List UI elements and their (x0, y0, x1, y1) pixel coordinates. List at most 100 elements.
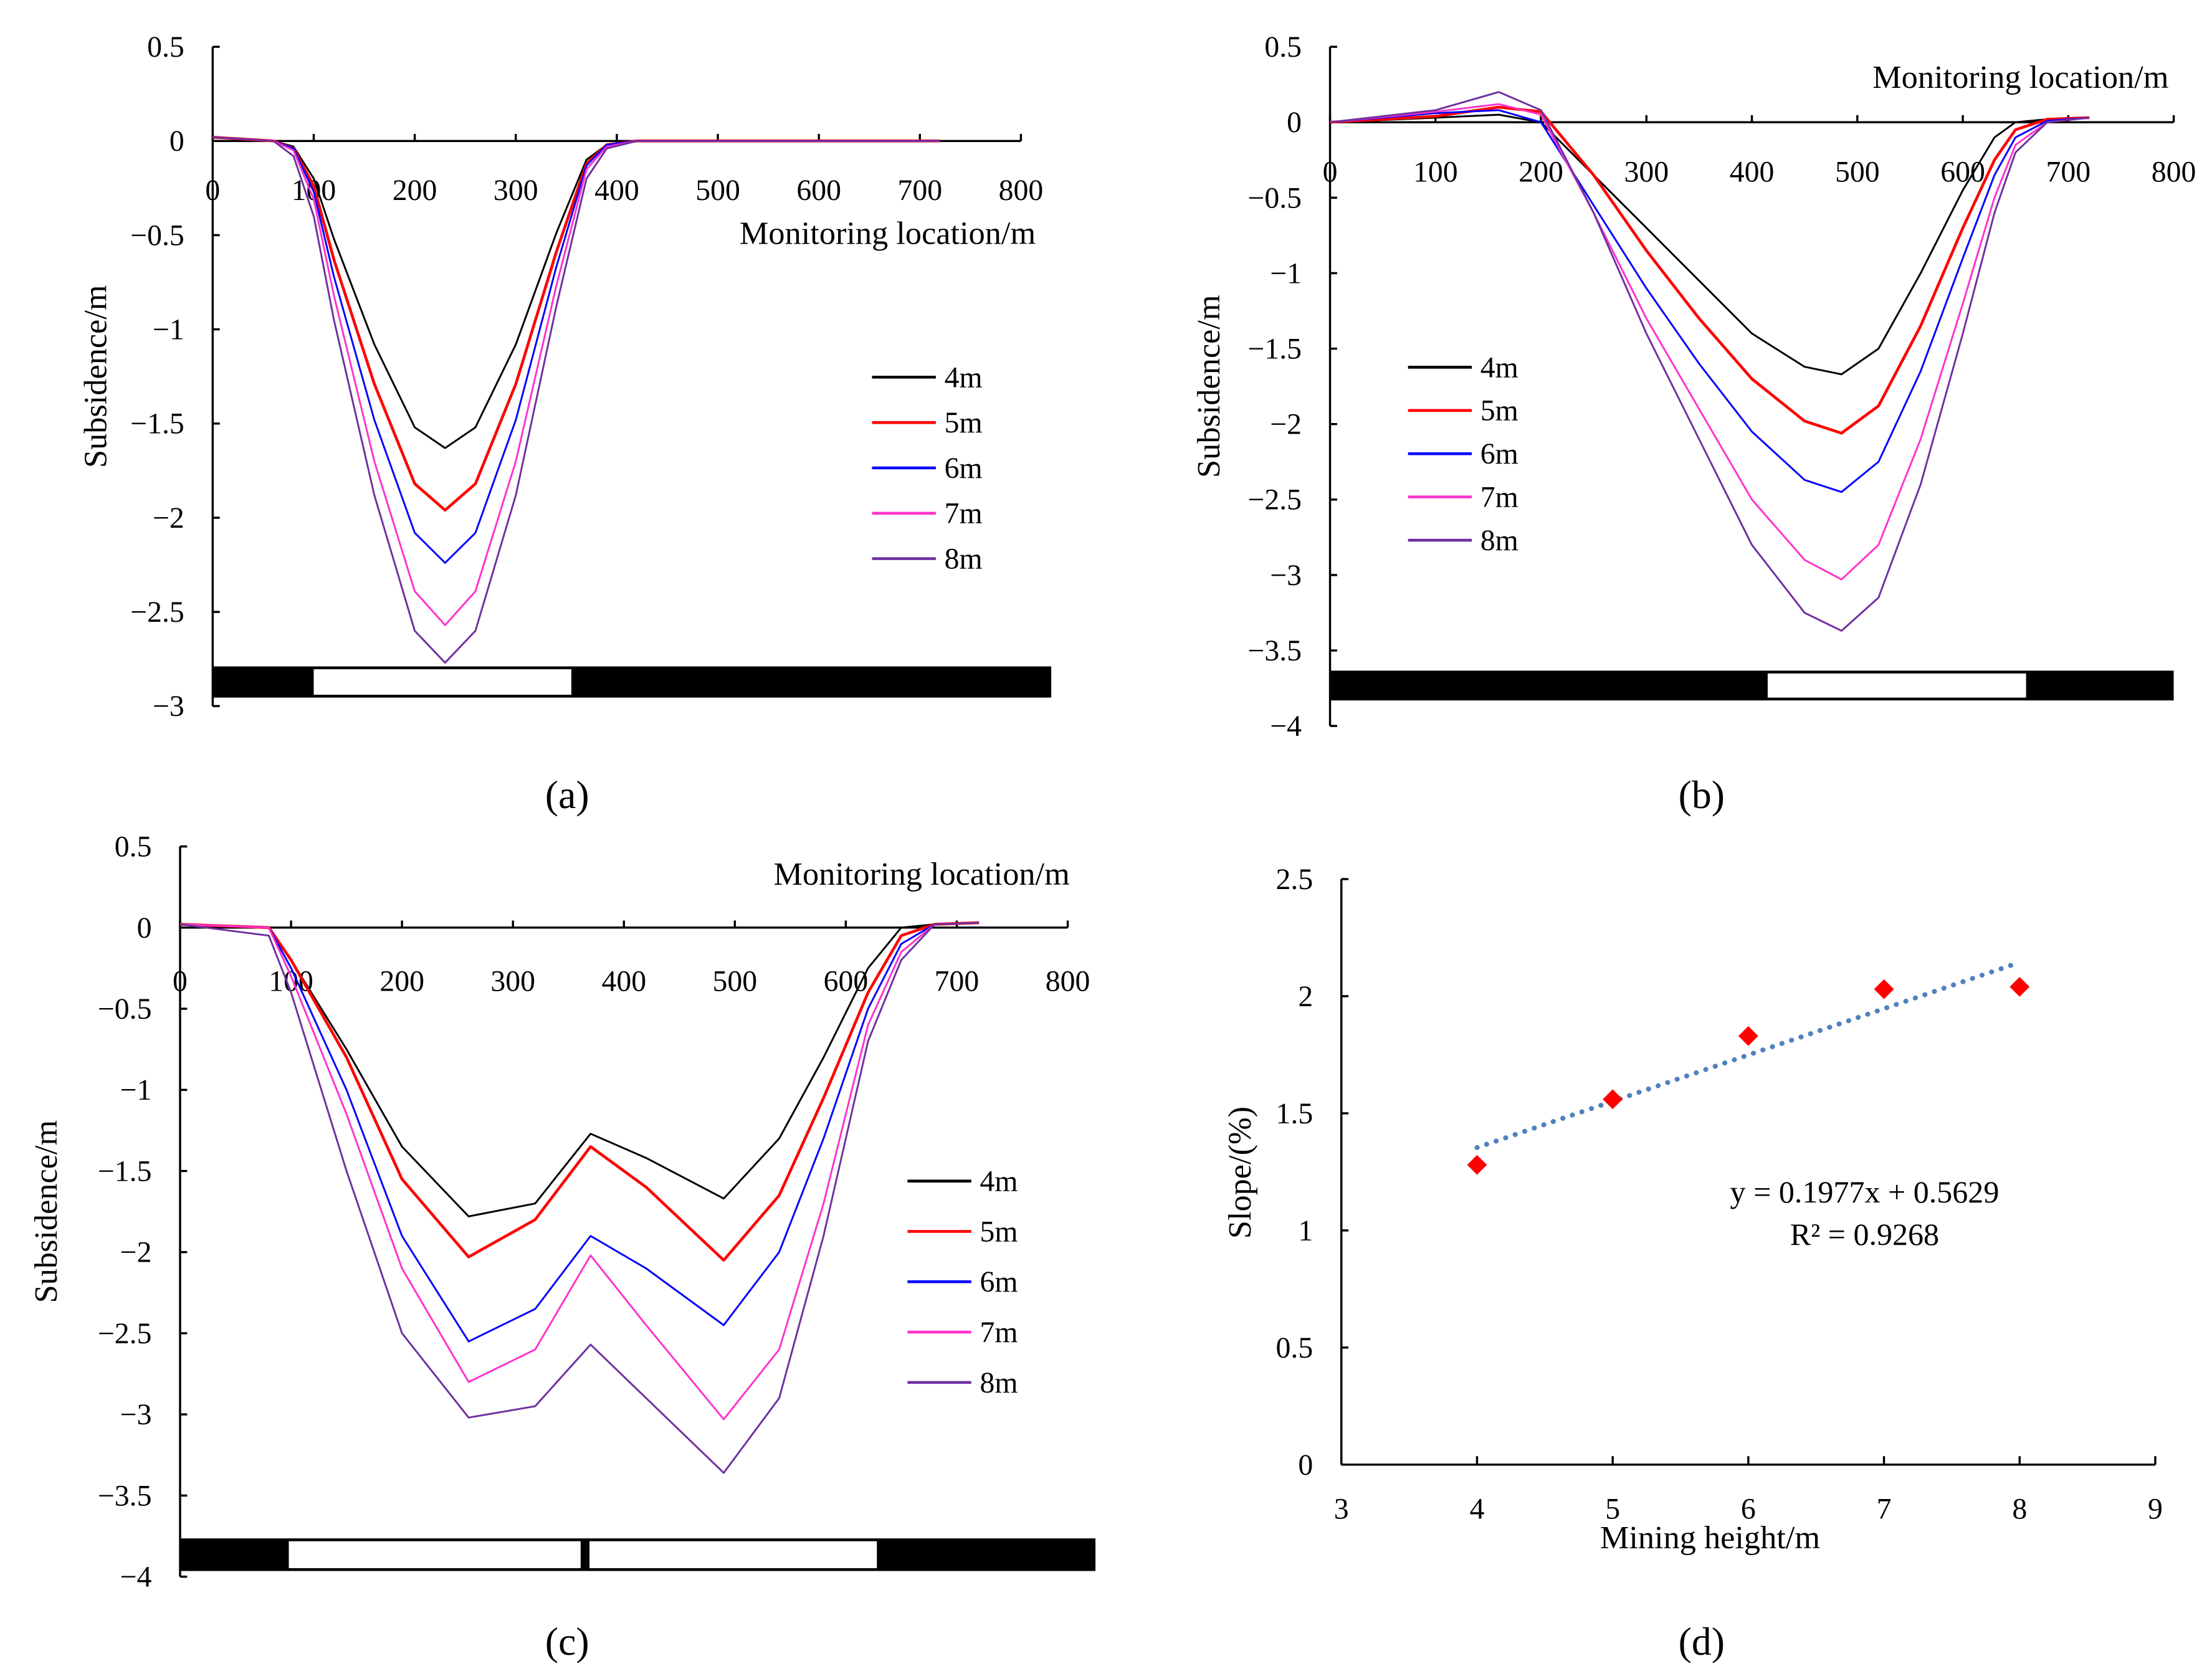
x-tick-label: 8 (2012, 1492, 2027, 1525)
y-tick-label: −2.5 (98, 1317, 152, 1350)
x-axis-label: Monitoring location/m (1872, 59, 2168, 95)
series-line-7m (179, 921, 980, 1421)
y-tick-label: 2.5 (1276, 863, 1313, 896)
x-axis-label: Mining height/m (1600, 1520, 1820, 1556)
y-tick-label: 0.5 (1264, 31, 1302, 64)
y-tick-label: −1 (153, 313, 184, 346)
coal-seam-strip (1330, 670, 2174, 701)
x-tick-label: 9 (2148, 1492, 2163, 1525)
y-tick-label: −1 (1270, 257, 1302, 290)
y-tick-label: 0.5 (1276, 1331, 1313, 1364)
legend-label-5m: 5m (980, 1215, 1018, 1248)
x-tick-label: 300 (493, 174, 538, 207)
legend-label-4m: 4m (945, 361, 983, 394)
legend-label-8m: 8m (980, 1366, 1018, 1399)
mined-panel-zone (313, 669, 571, 695)
trendline-equation: y = 0.1977x + 0.5629 (1730, 1174, 2000, 1209)
y-tick-label: 1.5 (1276, 1097, 1313, 1130)
x-tick-label: 500 (1835, 155, 1880, 188)
y-tick-label: −4 (120, 1561, 152, 1594)
y-axis-label: Subsidence/m (78, 285, 114, 468)
x-tick-label: 200 (1518, 155, 1563, 188)
series-line-7m (1330, 103, 2090, 581)
legend-label-8m: 8m (945, 543, 983, 576)
panel-c-subsidence-chart: 0.50−0.5−1−1.5−2−2.5−3−3.5−40 100 200 300 40… (28, 831, 1096, 1594)
x-tick-label: 500 (695, 174, 740, 207)
panel-label-c: (c) (545, 1619, 589, 1664)
y-tick-label: −2 (1270, 408, 1302, 441)
x-tick-label: 200 (379, 965, 424, 998)
series-line-4m (179, 921, 980, 1217)
x-axis-label: Monitoring location/m (740, 215, 1036, 251)
legend-label-7m: 7m (945, 497, 983, 530)
x-axis-label: Monitoring location/m (774, 856, 1070, 892)
mined-panel-zone (1767, 673, 2026, 698)
legend-label-5m: 5m (945, 406, 983, 439)
legend-label-7m: 7m (1480, 481, 1518, 514)
y-tick-label: −1.5 (98, 1154, 152, 1188)
x-tick-label: 7 (1877, 1492, 1892, 1525)
y-tick-label: −4 (1270, 710, 1302, 743)
y-tick-label: −2.5 (130, 596, 184, 629)
x-tick-label: 800 (999, 174, 1044, 207)
x-tick-label: 400 (601, 965, 646, 998)
series-line-8m (1330, 91, 2090, 632)
trendline (1474, 962, 2016, 1150)
x-tick-label: 800 (1046, 965, 1090, 998)
x-tick-label: 6 (1741, 1492, 1756, 1525)
y-tick-label: 0 (137, 912, 152, 945)
legend-label-6m: 6m (980, 1265, 1018, 1298)
y-tick-label: 0.5 (115, 831, 152, 864)
y-tick-label: −1 (120, 1073, 152, 1107)
series-line-6m (179, 921, 980, 1343)
panel-label-a: (a) (545, 773, 589, 817)
series-line-5m (179, 921, 980, 1262)
x-tick-label: 700 (935, 965, 980, 998)
y-axis-label: Slope/(%) (1222, 1107, 1258, 1239)
x-tick-label: 0 (173, 965, 188, 998)
legend-label-6m: 6m (1480, 437, 1518, 470)
x-tick-label: 100 (1413, 155, 1458, 188)
r-squared-label: R² = 0.9268 (1790, 1217, 1939, 1252)
panel-b-subsidence-chart: 0.5 0 −0.5 −1 −1.5 −2 −2.5 −3 −3.5 −4 0 100 200 300 40… (1191, 31, 2196, 743)
data-point (2009, 976, 2030, 997)
x-tick-label: 800 (2152, 155, 2196, 188)
panel-label-d: (d) (1679, 1619, 1725, 1664)
y-tick-label: −2.5 (1247, 483, 1302, 516)
y-tick-label: −1.5 (1247, 333, 1302, 366)
y-tick-label: −0.5 (1247, 181, 1302, 214)
y-tick-label: −0.5 (98, 992, 152, 1026)
y-tick-label: −3 (1270, 559, 1302, 592)
x-tick-label: 0 (205, 174, 220, 207)
data-point (1467, 1154, 1487, 1175)
y-tick-label: 1 (1298, 1214, 1313, 1247)
y-tick-label: 0.5 (147, 31, 184, 64)
legend-label-4m: 4m (980, 1165, 1018, 1198)
series-line-8m (179, 921, 980, 1474)
data-point (1874, 979, 1894, 999)
y-tick-label: 0 (1298, 1449, 1313, 1482)
y-tick-label: −2 (153, 502, 184, 535)
y-tick-label: −3 (153, 690, 184, 723)
panel-label-b: (b) (1679, 773, 1725, 817)
panel-a-subsidence-chart: 0.50−0.5−1−1.5−2−2.5−30 100 200 300 400 500 60… (78, 31, 1052, 723)
data-point (1603, 1089, 1623, 1110)
legend-label-5m: 5m (1480, 394, 1518, 427)
y-tick-label: −1.5 (130, 407, 184, 440)
legend-label-6m: 6m (945, 452, 983, 485)
x-tick-label: 200 (393, 174, 437, 207)
y-tick-label: 0 (1287, 106, 1302, 139)
y-tick-label: −3.5 (1247, 634, 1302, 667)
y-tick-label: 2 (1298, 980, 1313, 1013)
panel-d-slope-scatter: y = 0.1977x + 0.5629 R² = 0.9268 0 0.5 1 1.… (1222, 863, 2163, 1556)
y-tick-label: −2 (120, 1236, 152, 1269)
x-tick-label: 4 (1470, 1492, 1485, 1525)
series-line-6m (1330, 109, 2090, 493)
x-tick-label: 700 (897, 174, 942, 207)
x-tick-label: 600 (1940, 155, 1985, 188)
x-tick-label: 300 (490, 965, 535, 998)
y-axis-label: Subsidence/m (1191, 295, 1227, 478)
x-tick-label: 700 (2046, 155, 2090, 188)
x-tick-label: 400 (594, 174, 639, 207)
x-tick-label: 300 (1624, 155, 1669, 188)
